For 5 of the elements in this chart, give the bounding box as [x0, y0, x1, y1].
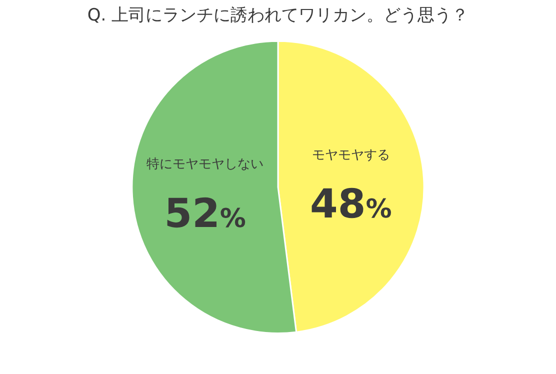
- slice-label: 特にモヤモヤしない: [146, 157, 264, 172]
- data-label: 52%: [164, 190, 246, 237]
- data-label: 48%: [310, 182, 392, 228]
- slice-label: モヤモヤする: [312, 148, 390, 163]
- chart-title: Q. 上司にランチに誘われてワリカン。どう思う？: [87, 6, 469, 26]
